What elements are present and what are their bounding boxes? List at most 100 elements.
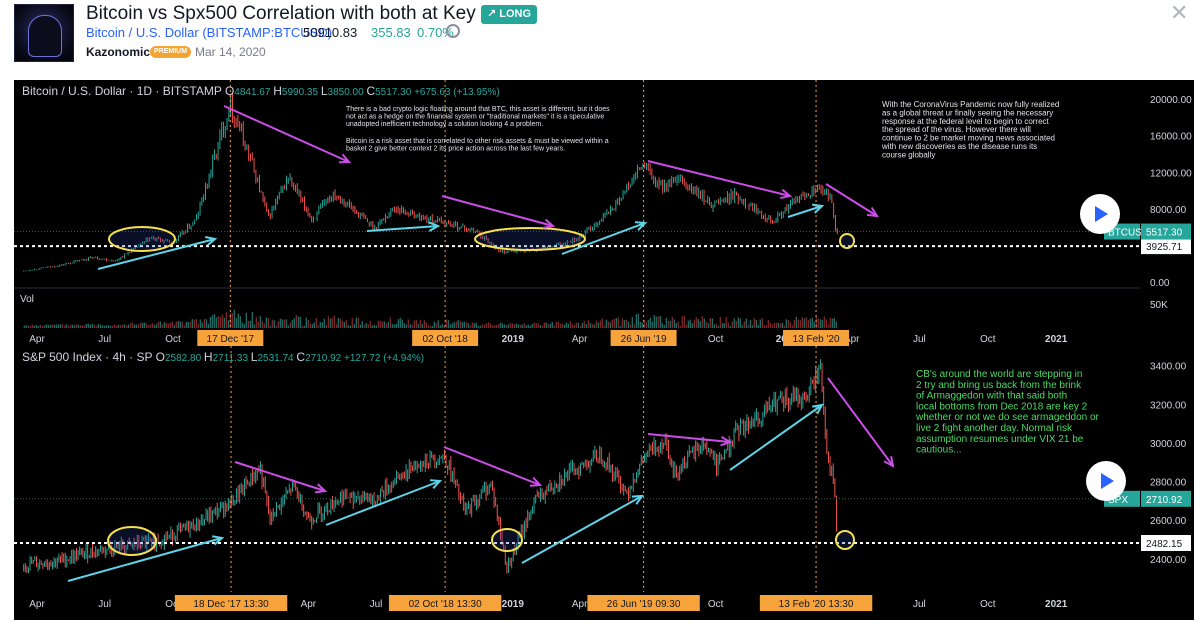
btc-x-tick: 2019 xyxy=(502,334,525,345)
volume-bar xyxy=(657,316,659,329)
spx-x-tick: Apr xyxy=(572,599,588,610)
volume-bar xyxy=(263,323,265,329)
spx-legend: S&P 500 Index · 4h · SP O2582.80 H2711.3… xyxy=(22,350,424,364)
volume-bar xyxy=(569,321,571,329)
volume-bar xyxy=(55,324,57,329)
volume-bar xyxy=(821,319,823,329)
btc-note-coronavirus-line: With the CoronaVirus Pandemic now fully … xyxy=(882,100,1059,109)
spx-marker-tag: 18 Dec '17 13:30 xyxy=(193,599,269,610)
close-icon[interactable]: ✕ xyxy=(1170,0,1189,25)
spx-y-tick: 3000.00 xyxy=(1150,439,1187,450)
btc-trend-up-arrow-head xyxy=(428,221,441,232)
play-icon xyxy=(1095,206,1108,222)
spx-note-central-banks-line: whether or not we do see armageddon or xyxy=(915,412,1100,423)
volume-bar xyxy=(743,321,745,329)
btc-note-risk-asset-line: Bitcoin is a risk asset that is correlat… xyxy=(346,138,609,145)
volume-bar xyxy=(161,324,163,329)
volume-bar xyxy=(577,322,579,329)
btc-trend-down-arrow-head xyxy=(338,153,352,164)
btc-ohlc-label: C xyxy=(366,84,375,98)
btc-y-tick: 20000.00 xyxy=(1150,95,1192,106)
volume-bar xyxy=(567,323,569,329)
volume-bar xyxy=(83,325,85,329)
volume-bar xyxy=(271,319,273,329)
volume-bar xyxy=(425,322,427,329)
volume-bar xyxy=(749,320,751,329)
volume-bar xyxy=(453,322,455,329)
spx-x-tick: Jul xyxy=(370,599,383,610)
volume-bar xyxy=(369,320,371,329)
volume-bar xyxy=(709,318,711,329)
volume-bar xyxy=(247,320,249,329)
volume-bar xyxy=(461,322,463,329)
btc-legend: Bitcoin / U.S. Dollar · 1D · BITSTAMP O4… xyxy=(22,84,500,98)
hooded-figure-icon xyxy=(28,15,62,57)
volume-bar xyxy=(285,319,287,329)
volume-bar xyxy=(255,317,257,329)
btc-circle-2017 xyxy=(108,226,176,252)
spx-legend-title: S&P 500 Index · 4h · SP xyxy=(22,350,156,364)
volume-bar xyxy=(321,322,323,329)
volume-bar xyxy=(99,324,101,329)
volume-bar xyxy=(347,325,349,329)
spx-level-tag: 2482.15 xyxy=(1146,539,1183,550)
volume-bar xyxy=(597,322,599,329)
volume-bar xyxy=(365,323,367,329)
author-name[interactable]: Kazonomics xyxy=(86,45,157,59)
volume-bar xyxy=(199,319,201,329)
volume-bar xyxy=(331,317,333,329)
spx-price-tag: 2710.92 xyxy=(1146,495,1183,506)
volume-bar xyxy=(579,325,581,329)
volume-bar xyxy=(593,324,595,329)
volume-bar xyxy=(601,318,603,329)
volume-bar xyxy=(771,324,773,329)
spx-x-tick: Apr xyxy=(29,599,45,610)
volume-bar xyxy=(713,324,715,329)
volume-bar xyxy=(387,321,389,329)
volume-bar xyxy=(763,325,765,329)
volume-bar xyxy=(711,318,713,329)
volume-bar xyxy=(177,321,179,329)
volume-bar xyxy=(671,316,673,329)
volume-bar xyxy=(339,318,341,329)
chart-frame xyxy=(14,80,1194,620)
volume-bar xyxy=(191,319,193,329)
volume-bar xyxy=(101,325,103,329)
symbol-link[interactable]: Bitcoin / U.S. Dollar (BITSTAMP:BTCUSD) xyxy=(86,25,333,40)
volume-bar xyxy=(133,324,135,329)
volume-bar xyxy=(775,322,777,329)
spx-trend-up-arrow xyxy=(521,495,643,564)
btc-y-tick: 0.00 xyxy=(1150,278,1170,289)
btc-note-coronavirus-line: as a global threat ur finally seeing the… xyxy=(882,108,1053,117)
volume-bar xyxy=(129,323,131,329)
volume-bar xyxy=(317,325,319,329)
volume-bar xyxy=(531,323,533,329)
volume-bar xyxy=(681,316,683,329)
volume-bar xyxy=(273,320,275,329)
volume-bar xyxy=(39,324,41,329)
volume-bar xyxy=(421,323,423,329)
chart-canvas[interactable]: 20000.0016000.0012000.008000.004000.000.… xyxy=(0,76,1200,622)
volume-bar xyxy=(447,319,449,329)
volume-bar xyxy=(503,324,505,329)
volume-bar xyxy=(87,323,89,329)
volume-bar xyxy=(575,322,577,329)
spx-trend-down-arrow xyxy=(647,433,731,443)
volume-bar xyxy=(41,325,43,329)
volume-bar xyxy=(397,319,399,329)
alarm-clock-icon[interactable] xyxy=(446,24,460,38)
volume-bar xyxy=(333,315,335,329)
avatar[interactable] xyxy=(14,4,74,62)
volume-bar xyxy=(501,323,503,329)
volume-bar xyxy=(707,323,709,329)
volume-bar xyxy=(789,322,791,329)
volume-bar xyxy=(345,320,347,329)
btc-note-crypto-logic-line: unadopted inefficient technology a solut… xyxy=(346,121,543,128)
volume-bar xyxy=(265,317,267,329)
volume-bar xyxy=(747,325,749,329)
spx-trend-up-arrow-head xyxy=(631,494,645,505)
btc-time-axis xyxy=(14,328,1194,346)
trend-up-icon: ↗ xyxy=(487,8,497,20)
spx-marker-tag-bg xyxy=(388,595,502,611)
volume-bar xyxy=(29,325,31,329)
